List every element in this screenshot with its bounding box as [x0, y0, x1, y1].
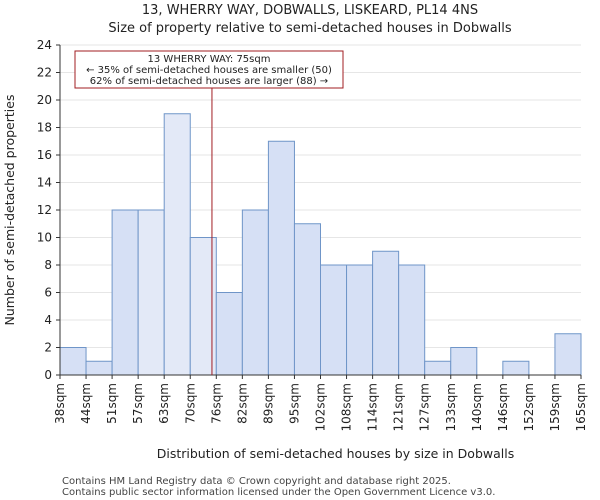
chart-subtitle: Size of property relative to semi-detach…	[108, 21, 512, 36]
bar-82sqm	[241, 209, 269, 376]
x-tick-label: 70sqm	[183, 383, 197, 424]
x-tick-label: 108sqm	[340, 383, 354, 431]
bars	[59, 113, 582, 376]
y-tick-label: 8	[44, 258, 52, 272]
bar-95sqm	[293, 223, 322, 376]
footer-line-2: Contains public sector information licen…	[62, 487, 495, 498]
bar-146sqm	[502, 360, 530, 376]
y-tick-label: 14	[37, 176, 52, 190]
y-tick-label: 20	[37, 93, 52, 107]
bar-159sqm	[554, 333, 582, 376]
x-tick-label: 38sqm	[53, 383, 67, 424]
x-tick-label: 76sqm	[209, 383, 223, 424]
bar-114sqm	[372, 250, 400, 376]
y-tick-label: 24	[37, 38, 52, 52]
y-tick-label: 0	[44, 368, 52, 382]
x-tick-label: 63sqm	[157, 383, 171, 424]
y-tick-label: 18	[37, 121, 52, 135]
footer-line-1: Contains HM Land Registry data © Crown c…	[62, 476, 451, 487]
y-axis-label: Number of semi-detached properties	[2, 95, 17, 326]
bar-38sqm	[59, 347, 87, 376]
bar-57sqm	[137, 209, 165, 376]
y-tick-label: 10	[37, 231, 52, 245]
x-tick-label: 114sqm	[366, 383, 380, 431]
bar-133sqm	[450, 347, 478, 376]
y-tick-label: 6	[44, 286, 52, 300]
bar-102sqm	[320, 264, 348, 376]
y-tick-label: 16	[37, 148, 52, 162]
bar-51sqm	[111, 209, 139, 376]
x-tick-label: 51sqm	[105, 383, 119, 424]
x-tick-label: 82sqm	[235, 383, 249, 424]
bar-76sqm	[215, 292, 243, 376]
y-tick-label: 4	[44, 313, 52, 327]
bar-44sqm	[85, 360, 113, 376]
x-tick-label: 152sqm	[522, 383, 536, 431]
chart-title: 13, WHERRY WAY, DOBWALLS, LISKEARD, PL14…	[142, 3, 478, 18]
x-tick-label: 146sqm	[496, 383, 510, 431]
annotation-line-property: 13 WHERRY WAY: 75sqm	[148, 54, 271, 65]
x-tick-label: 165sqm	[574, 383, 588, 431]
annotation-box: 13 WHERRY WAY: 75sqm ← 35% of semi-detac…	[74, 50, 344, 89]
bar-89sqm	[267, 140, 295, 376]
x-tick-label: 95sqm	[287, 383, 301, 424]
x-tick-label: 127sqm	[418, 383, 432, 431]
x-tick-label: 89sqm	[261, 383, 275, 424]
bar-127sqm	[424, 360, 452, 376]
bar-121sqm	[398, 264, 426, 376]
y-tick-label: 12	[37, 203, 52, 217]
x-tick-label: 121sqm	[392, 383, 406, 431]
annotation-line-larger: 62% of semi-detached houses are larger (…	[90, 76, 328, 87]
y-tick-label: 2	[44, 341, 52, 355]
x-ticks: 38sqm 44sqm 51sqm 57sqm 63sqm 70sqm 76sqm 82sqm…	[53, 375, 588, 431]
bar-63sqm	[163, 113, 191, 376]
x-tick-label: 57sqm	[131, 383, 145, 424]
x-tick-label: 102sqm	[314, 383, 328, 431]
annotation-line-smaller: ← 35% of semi-detached houses are smalle…	[86, 65, 332, 76]
x-tick-label: 44sqm	[79, 383, 93, 424]
x-tick-label: 159sqm	[548, 383, 562, 431]
x-axis-label: Distribution of semi-detached houses by …	[157, 446, 514, 461]
bar-108sqm	[346, 264, 374, 376]
x-tick-label: 140sqm	[470, 383, 484, 431]
y-tick-label: 22	[37, 66, 52, 80]
x-tick-label: 133sqm	[444, 383, 458, 431]
annotation-rect	[74, 50, 344, 89]
